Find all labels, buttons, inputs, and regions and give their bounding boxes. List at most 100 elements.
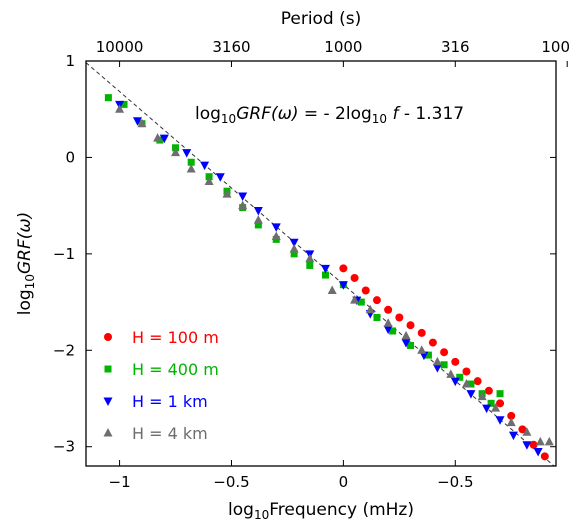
data-point-series-3: [182, 149, 192, 158]
legend-label: H = 1 km: [132, 392, 208, 411]
top-tick-label: 10000: [96, 38, 144, 56]
top-tick-label: 316: [441, 38, 470, 56]
data-point-series-2: [120, 100, 128, 108]
data-point-series-2: [487, 399, 495, 407]
data-point-series-4: [535, 436, 545, 446]
legend-label: H = 4 km: [132, 424, 208, 443]
data-point-series-1: [361, 286, 370, 295]
data-point-series-3: [253, 206, 263, 216]
data-point-series-1: [462, 367, 471, 376]
data-point-series-4: [506, 417, 516, 427]
data-point-series-3: [401, 339, 411, 348]
data-point-series-3: [238, 192, 248, 201]
data-point-series-4: [171, 147, 181, 157]
data-point-series-1: [395, 313, 404, 322]
data-point-series-4: [115, 104, 125, 113]
data-point-series-4: [401, 330, 411, 340]
data-point-series-4: [461, 379, 471, 388]
data-point-series-4: [253, 215, 263, 224]
data-point-series-3: [289, 238, 299, 248]
legend-marker-series-4: [103, 428, 113, 437]
fit-line-layer: [85, 62, 555, 467]
data-point-series-2: [440, 361, 448, 369]
fit-equation-part: 10: [221, 112, 236, 126]
y-axis-title-prefix: log: [15, 289, 35, 315]
legend-marker-series-3: [103, 397, 113, 406]
data-point-series-3: [383, 325, 393, 335]
y-tick-label: −2: [53, 341, 75, 359]
fit-equation-part: 10: [372, 112, 387, 126]
fit-equation-part: log: [195, 104, 221, 124]
data-point-series-4: [204, 176, 214, 186]
top-tick-label: 3160: [212, 38, 250, 56]
top-axis-title: Period (s): [281, 9, 362, 29]
data-point-series-3: [132, 117, 142, 126]
fit-line: [85, 62, 555, 467]
data-point-series-3: [271, 223, 281, 232]
top-tick-label: 1000: [324, 38, 362, 56]
data-point-series-4: [289, 244, 299, 253]
x-axis-title-sub: 10: [254, 508, 269, 522]
top-tick-label: 100: [541, 38, 570, 56]
data-points-layer: [104, 94, 554, 461]
legend-label: H = 100 m: [132, 328, 219, 347]
data-point-series-4: [271, 231, 281, 240]
data-point-series-4: [477, 391, 487, 401]
data-point-series-4: [137, 118, 147, 128]
data-point-series-4: [446, 369, 456, 378]
data-point-series-3: [432, 364, 442, 373]
y-tick-label: 0: [65, 148, 75, 166]
x-tick-label: −1: [109, 473, 131, 491]
data-point-series-4: [383, 318, 393, 327]
data-point-series-1: [440, 348, 449, 357]
x-tick-label: 0: [339, 473, 349, 491]
y-axis-title-italic: GRF(ω): [15, 212, 35, 274]
fit-equation: log10GRF(ω) = - 2log10 f - 1.317: [195, 104, 464, 126]
y-tick-label: −3: [53, 438, 75, 456]
data-point-series-4: [417, 345, 427, 354]
legend-label: H = 400 m: [132, 360, 219, 379]
data-point-series-3: [450, 377, 460, 387]
data-point-series-2: [321, 271, 329, 279]
data-point-series-4: [544, 436, 554, 446]
data-point-series-2: [104, 94, 112, 102]
data-point-series-4: [238, 200, 248, 210]
data-point-series-1: [384, 305, 393, 314]
data-point-series-1: [417, 328, 426, 337]
data-point-series-2: [389, 327, 397, 335]
data-point-series-3: [495, 416, 505, 425]
data-point-series-2: [467, 380, 475, 388]
data-point-series-1: [540, 452, 549, 461]
data-point-series-2: [254, 221, 262, 229]
y-axis-title: log10GRF(ω): [15, 212, 37, 315]
data-point-series-4: [432, 356, 442, 366]
data-point-series-3: [508, 431, 518, 441]
data-point-series-1: [406, 321, 415, 330]
data-point-series-3: [159, 134, 169, 144]
data-point-series-2: [407, 341, 415, 349]
data-point-series-4: [305, 253, 315, 263]
data-point-series-1: [507, 411, 516, 420]
data-point-series-1: [372, 296, 381, 305]
data-point-series-3: [466, 390, 476, 399]
data-point-series-1: [496, 399, 505, 408]
data-point-series-4: [186, 164, 196, 173]
x-axis-title-prefix: log: [228, 500, 254, 520]
data-point-series-2: [373, 314, 381, 321]
y-tick-label: 1: [65, 52, 75, 70]
fit-equation-part: - 1.317: [398, 104, 464, 124]
data-point-series-4: [327, 285, 337, 294]
data-point-series-2: [306, 261, 314, 269]
data-point-series-4: [153, 133, 163, 142]
data-point-series-1: [451, 357, 460, 366]
legend-marker-series-1: [104, 333, 112, 341]
x-axis-title-rest: Frequency (mHz): [269, 500, 414, 520]
data-point-series-3: [215, 173, 225, 182]
legend: H = 100 m H = 400 m H = 1 km H = 4 km: [103, 328, 219, 443]
data-point-series-4: [522, 427, 532, 436]
data-point-series-4: [222, 189, 232, 198]
data-point-series-3: [320, 264, 330, 274]
data-point-series-3: [482, 404, 492, 414]
